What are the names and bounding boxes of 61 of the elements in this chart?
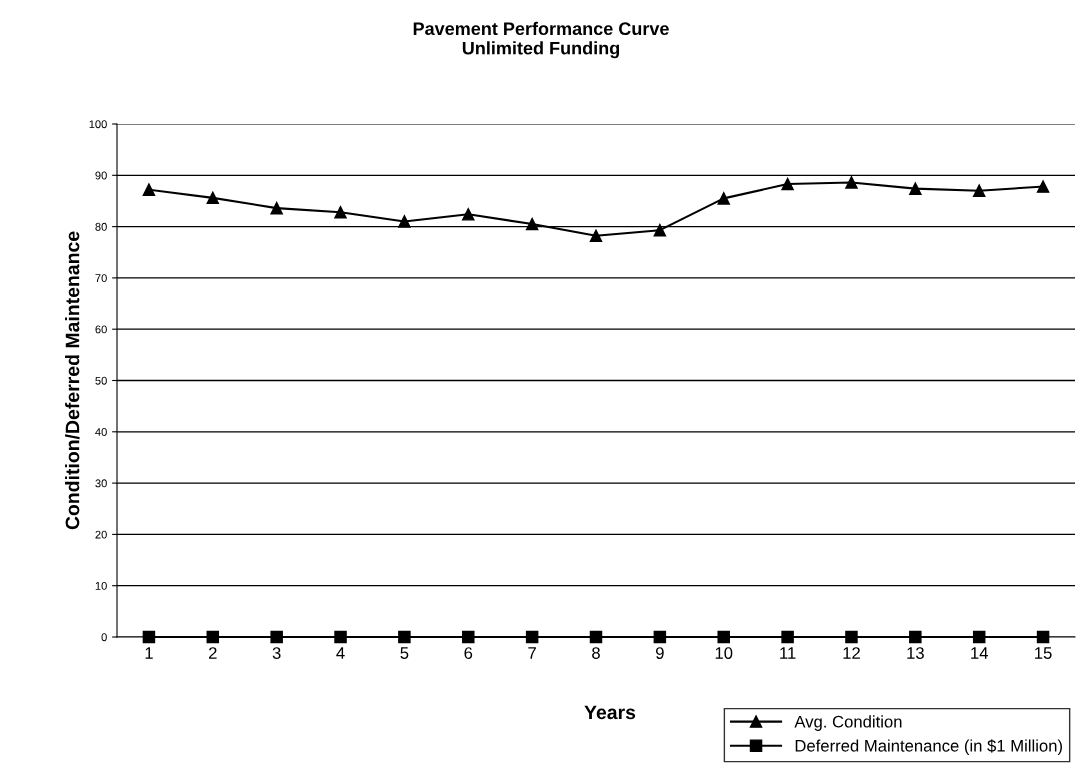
point — [206, 630, 220, 644]
y-tick-label: 20 — [95, 530, 107, 539]
x-axis-title: Years — [584, 705, 636, 720]
point — [972, 630, 986, 644]
y-tick-label: 60 — [95, 325, 107, 334]
x-tick-label: 9 — [656, 647, 664, 659]
point — [909, 630, 922, 644]
y-tick-label: 50 — [95, 376, 107, 385]
point — [1036, 180, 1050, 193]
point — [398, 215, 411, 228]
y-tick-label: 30 — [95, 479, 107, 488]
point — [525, 217, 539, 231]
x-tick-label: 3 — [272, 647, 281, 659]
y-tick-label: 0 — [101, 633, 107, 642]
x-tick-label: 1 — [145, 647, 153, 659]
point — [334, 205, 347, 219]
point — [462, 208, 475, 221]
point — [398, 630, 411, 644]
y-tick-label: 80 — [95, 222, 107, 231]
x-tick-label: 10 — [715, 647, 733, 659]
point — [270, 201, 283, 215]
y-tick-label: 70 — [95, 274, 107, 283]
point — [653, 223, 667, 237]
y-axis-title: Condition/Deferred Maintenance — [65, 231, 80, 530]
y-tick-label: 10 — [95, 581, 107, 590]
point — [845, 176, 858, 189]
x-tick-label: 4 — [336, 647, 345, 659]
point — [334, 630, 347, 644]
y-tick-label: 90 — [95, 171, 107, 180]
point — [717, 630, 730, 644]
point — [206, 191, 220, 205]
point — [142, 630, 156, 644]
x-tick-label: 6 — [464, 647, 473, 659]
point — [1036, 630, 1050, 644]
y-tick-label: 100 — [89, 120, 107, 129]
point — [972, 184, 986, 197]
legend-label: Avg. Condition — [794, 715, 902, 731]
point — [717, 192, 730, 205]
point — [781, 630, 794, 644]
x-tick-label: 5 — [400, 647, 409, 659]
x-tick-label: 2 — [209, 647, 217, 659]
x-tick-label: 8 — [592, 647, 600, 659]
y-tick-label: 40 — [95, 428, 107, 436]
point — [653, 630, 667, 644]
point — [462, 630, 475, 644]
point — [142, 183, 156, 196]
point — [909, 182, 922, 195]
x-tick-label: 7 — [528, 647, 536, 659]
x-tick-label: 12 — [843, 647, 860, 659]
point — [845, 630, 858, 644]
x-tick-label: 14 — [971, 647, 988, 659]
point — [781, 177, 794, 191]
point — [525, 630, 539, 644]
x-tick-label: 15 — [1035, 647, 1052, 659]
chart-title: Pavement Performance Curve Unlimited Funding — [413, 21, 669, 59]
x-tick-label: 13 — [907, 647, 924, 659]
x-tick-label: 11 — [780, 647, 796, 659]
point — [589, 630, 603, 644]
legend-label: Deferred Maintenance (in $1 Million) — [795, 739, 1062, 755]
point — [270, 630, 283, 644]
point — [589, 229, 603, 243]
